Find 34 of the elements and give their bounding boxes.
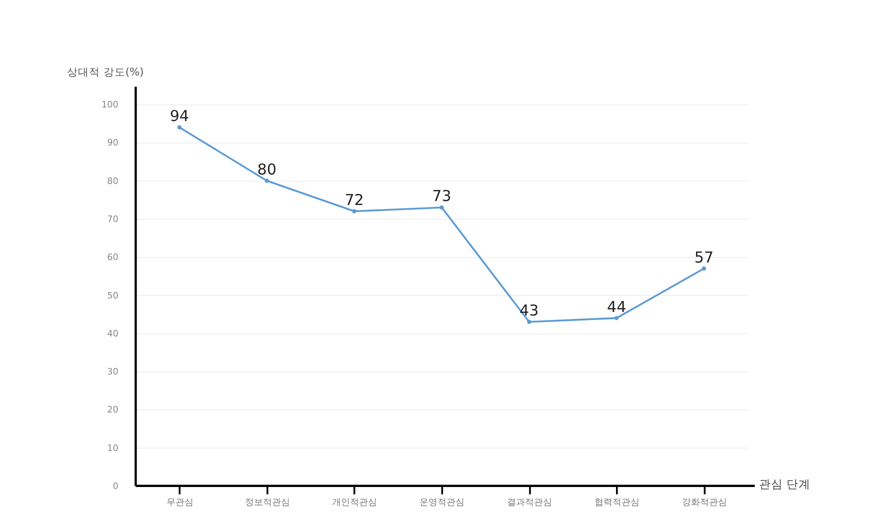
data-label: 94	[170, 107, 190, 126]
x-tick-label: 강화적관심	[682, 498, 727, 508]
data-label: 73	[432, 187, 452, 206]
data-label: 72	[344, 191, 364, 210]
point	[440, 205, 444, 210]
y-tick-label: 30	[107, 368, 119, 378]
data-label: 43	[520, 302, 539, 320]
y-tick-label: 40	[107, 329, 119, 340]
x-tick-label: 정보적관심	[244, 498, 290, 508]
y-tick-label: 50	[107, 291, 119, 302]
x-tick-label: 무관심	[166, 498, 194, 508]
data-label: 44	[606, 298, 626, 316]
point	[264, 178, 269, 183]
x-tick-label: 결과적관심	[507, 498, 552, 508]
y-tick-label: 10	[107, 444, 119, 454]
point	[527, 320, 532, 324]
x-tick-label: 개인적관심	[332, 498, 378, 508]
x-tick-label: 협력적관심	[594, 498, 640, 508]
y-tick-label: 0	[112, 482, 119, 492]
y-tick-label: 70	[107, 215, 119, 225]
point	[177, 125, 182, 130]
point	[352, 209, 356, 214]
x-tick-label: 운영적관심	[420, 498, 465, 508]
x-axis-title: 관심 단계	[758, 477, 810, 492]
y-tick-label: 60	[107, 253, 119, 264]
point	[702, 266, 706, 271]
y-tick-label: 80	[107, 176, 119, 187]
data-label: 80	[257, 160, 276, 179]
y-tick-label: 90	[107, 138, 119, 149]
y-axis-title: 상대적 강도(%)	[66, 66, 144, 79]
y-tick-label: 100	[101, 100, 119, 111]
point	[614, 316, 619, 320]
y-tick-label: 20	[107, 406, 119, 416]
data-label: 57	[694, 248, 714, 266]
